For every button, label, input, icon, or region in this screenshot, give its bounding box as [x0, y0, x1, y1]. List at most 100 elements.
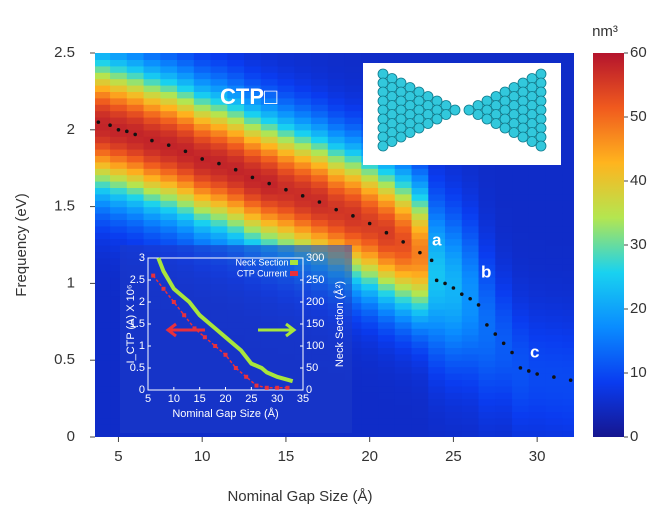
- heat-cell: [294, 175, 311, 182]
- heat-cell: [562, 399, 579, 406]
- heat-cell: [361, 245, 378, 252]
- heat-cell: [562, 219, 579, 226]
- heat-cell: [479, 335, 496, 342]
- heat-cell: [562, 207, 579, 214]
- heat-cell: [445, 258, 462, 265]
- heat-cell: [110, 143, 127, 150]
- heat-cell: [93, 168, 110, 175]
- particle-sphere: [518, 78, 528, 88]
- particle-sphere: [405, 110, 415, 120]
- heat-cell: [395, 219, 412, 226]
- heat-cell: [462, 283, 479, 290]
- heat-cell: [395, 309, 412, 316]
- heat-cell: [562, 424, 579, 431]
- heat-cell: [529, 386, 546, 393]
- heat-cell: [445, 431, 462, 438]
- particle-sphere: [536, 141, 546, 151]
- heat-cell: [127, 72, 144, 79]
- heat-cell: [194, 53, 211, 60]
- particle-sphere: [536, 132, 546, 142]
- heat-cell: [428, 418, 445, 425]
- heat-cell: [211, 155, 228, 162]
- heat-cell: [445, 245, 462, 252]
- heat-cell: [428, 373, 445, 380]
- heat-cell: [495, 181, 512, 188]
- ridge-point: [435, 279, 439, 283]
- heat-cell: [529, 219, 546, 226]
- heat-cell: [93, 175, 110, 182]
- heat-cell: [211, 168, 228, 175]
- heat-cell: [93, 271, 110, 278]
- heat-cell: [144, 226, 161, 233]
- heat-cell: [378, 168, 395, 175]
- inset-x-label: Nominal Gap Size (Å): [172, 407, 278, 420]
- heat-cell: [177, 181, 194, 188]
- heat-cell: [311, 219, 328, 226]
- heat-cell: [378, 207, 395, 214]
- heat-cell: [395, 251, 412, 258]
- heat-cell: [311, 175, 328, 182]
- heat-cell: [294, 149, 311, 156]
- heat-cell: [328, 98, 345, 105]
- heat-cell: [412, 399, 429, 406]
- heat-cell: [412, 200, 429, 207]
- heat-cell: [160, 181, 177, 188]
- heat-cell: [479, 347, 496, 354]
- heat-cell: [144, 155, 161, 162]
- heat-cell: [311, 59, 328, 66]
- heat-cell: [412, 207, 429, 214]
- heat-cell: [294, 162, 311, 169]
- heat-cell: [278, 98, 295, 105]
- heat-cell: [110, 98, 127, 105]
- heat-cell: [110, 200, 127, 207]
- heat-cell: [278, 232, 295, 239]
- heat-cell: [261, 187, 278, 194]
- inset-y2-tick-label: 150: [306, 318, 324, 330]
- heat-cell: [428, 360, 445, 367]
- heat-cell: [512, 271, 529, 278]
- heat-cell: [93, 328, 110, 335]
- heat-cell: [378, 181, 395, 188]
- heat-cell: [361, 341, 378, 348]
- heat-cell: [160, 91, 177, 98]
- heat-cell: [428, 309, 445, 316]
- heat-cell: [194, 194, 211, 201]
- heat-cell: [412, 392, 429, 399]
- heat-cell: [345, 72, 362, 79]
- heat-cell: [395, 392, 412, 399]
- heat-cell: [562, 303, 579, 310]
- particle-sphere: [527, 128, 537, 138]
- inset-marker: [275, 386, 279, 390]
- heat-cell: [529, 309, 546, 316]
- heat-cell: [395, 335, 412, 342]
- heat-cell: [345, 53, 362, 60]
- heat-cell: [445, 379, 462, 386]
- heat-cell: [345, 155, 362, 162]
- heat-cell: [278, 226, 295, 233]
- heat-cell: [546, 175, 563, 182]
- heat-cell: [127, 79, 144, 86]
- y-tick-label: 2.5: [54, 44, 75, 61]
- heat-cell: [479, 245, 496, 252]
- heat-cell: [227, 162, 244, 169]
- heat-cell: [445, 315, 462, 322]
- heat-cell: [395, 226, 412, 233]
- heat-cell: [562, 200, 579, 207]
- particle-sphere: [405, 92, 415, 102]
- heat-cell: [562, 367, 579, 374]
- heat-cell: [546, 335, 563, 342]
- heat-cell: [211, 149, 228, 156]
- heat-cell: [462, 335, 479, 342]
- heat-cell: [177, 85, 194, 92]
- heat-cell: [529, 226, 546, 233]
- heat-cell: [93, 143, 110, 150]
- heat-cell: [93, 411, 110, 418]
- heat-cell: [445, 322, 462, 329]
- ridge-point: [318, 200, 322, 204]
- particle-sphere: [414, 96, 424, 106]
- heat-cell: [345, 187, 362, 194]
- heat-cell: [93, 360, 110, 367]
- heat-cell: [462, 379, 479, 386]
- heat-cell: [428, 264, 445, 271]
- heat-cell: [495, 379, 512, 386]
